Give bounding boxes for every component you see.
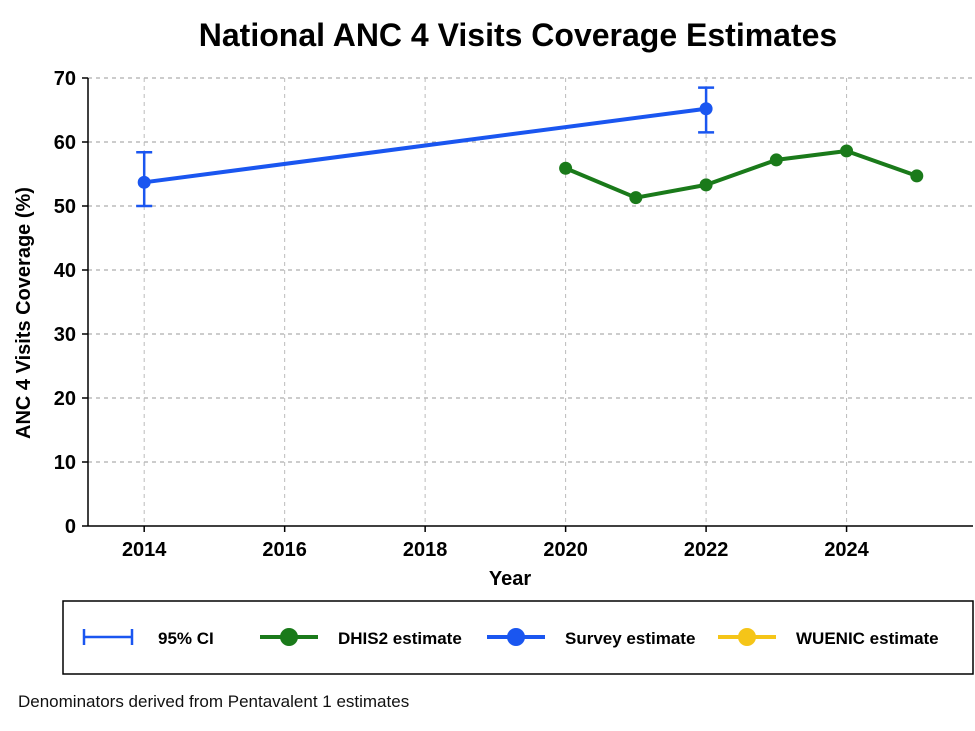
legend-label: Survey estimate [565, 629, 695, 648]
data-point [699, 178, 713, 192]
grid [88, 77, 973, 526]
x-tick-label: 2024 [824, 539, 869, 561]
series-line [564, 148, 918, 200]
data-point [769, 153, 783, 167]
axes: 0 10 20 30 40 50 60 70 2014 2016 2018 2020 2022 2024 [54, 68, 973, 561]
y-tick-label: 70 [54, 68, 76, 90]
legend-item: Survey estimate [487, 628, 695, 648]
x-tick-label: 2018 [403, 539, 448, 561]
legend-item: WUENIC estimate [718, 628, 939, 648]
y-tick-label: 0 [65, 516, 76, 538]
data-point [629, 191, 643, 205]
data-series [136, 86, 924, 208]
x-tick-label: 2016 [262, 539, 307, 561]
legend-swatch-marker [738, 628, 756, 646]
chart-title: National ANC 4 Visits Coverage Estimates [199, 17, 837, 53]
y-tick-label: 20 [54, 388, 76, 410]
legend-swatch-marker [507, 628, 525, 646]
legend-item: DHIS2 estimate [260, 628, 462, 648]
series-line [143, 106, 707, 185]
y-tick-label: 40 [54, 260, 76, 282]
series-survey-estimate [136, 86, 715, 208]
data-point [840, 144, 854, 158]
y-tick-label: 50 [54, 196, 76, 218]
legend-item: 95% CI [82, 629, 214, 648]
legend-swatch-marker [280, 628, 298, 646]
legend-label: 95% CI [158, 629, 214, 648]
data-point [559, 161, 573, 175]
legend-label: DHIS2 estimate [338, 629, 462, 648]
data-point [137, 175, 151, 189]
y-axis-label: ANC 4 Visits Coverage (%) [13, 187, 35, 439]
y-tick-label: 60 [54, 132, 76, 154]
legend: 95% CI DHIS2 estimate Survey estimate WUENI… [62, 600, 974, 675]
y-tick-label: 10 [54, 452, 76, 474]
data-point [910, 169, 924, 183]
footnote: Denominators derived from Pentavalent 1 … [18, 692, 410, 711]
x-tick-label: 2020 [543, 539, 588, 561]
x-tick-label: 2014 [122, 539, 167, 561]
legend-label: WUENIC estimate [796, 629, 939, 648]
series-dhis2-estimate [559, 144, 924, 205]
y-tick-label: 30 [54, 324, 76, 346]
x-tick-label: 2022 [684, 539, 729, 561]
data-point [699, 102, 713, 116]
x-axis-label: Year [489, 568, 531, 590]
